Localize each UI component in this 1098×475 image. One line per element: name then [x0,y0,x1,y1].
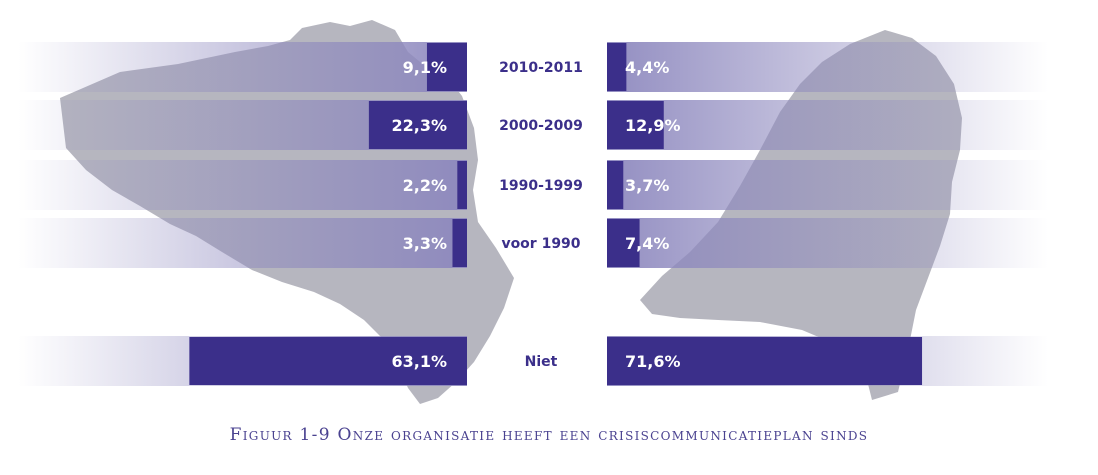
track-right [607,100,1048,150]
data-label-left: 63,1% [391,352,447,371]
data-label-right: 12,9% [625,116,681,135]
bar-left [457,161,467,209]
track-right [607,42,1048,92]
bar-left [189,337,468,385]
bar-right [607,219,640,267]
data-label-right: 3,7% [625,176,669,195]
data-label-right: 7,4% [625,234,669,253]
data-label-left: 9,1% [403,58,447,77]
track-right [607,160,1048,210]
bar-right [607,161,624,209]
bar-left [426,43,467,91]
category-label: 2000-2009 [499,118,583,134]
figure-caption: Figuur 1-9 Onze organisatie heeft een cr… [229,425,869,445]
data-label-left: 3,3% [403,234,447,253]
data-label-right: 4,4% [625,58,669,77]
category-label: 1990-1999 [499,178,583,194]
bar-left [452,219,467,267]
category-label: voor 1990 [501,236,580,252]
data-label-left: 2,2% [403,176,447,195]
track-left [18,218,467,268]
category-label: Niet [525,354,558,370]
data-label-right: 71,6% [625,352,681,371]
bar-left [368,101,467,149]
track-left [18,42,467,92]
data-label-left: 22,3% [391,116,447,135]
bar-right [607,43,627,91]
track-left [18,160,467,210]
bar-right [607,337,923,385]
category-label: 2010-2011 [499,60,583,76]
bar-right [607,101,664,149]
track-right [607,218,1048,268]
